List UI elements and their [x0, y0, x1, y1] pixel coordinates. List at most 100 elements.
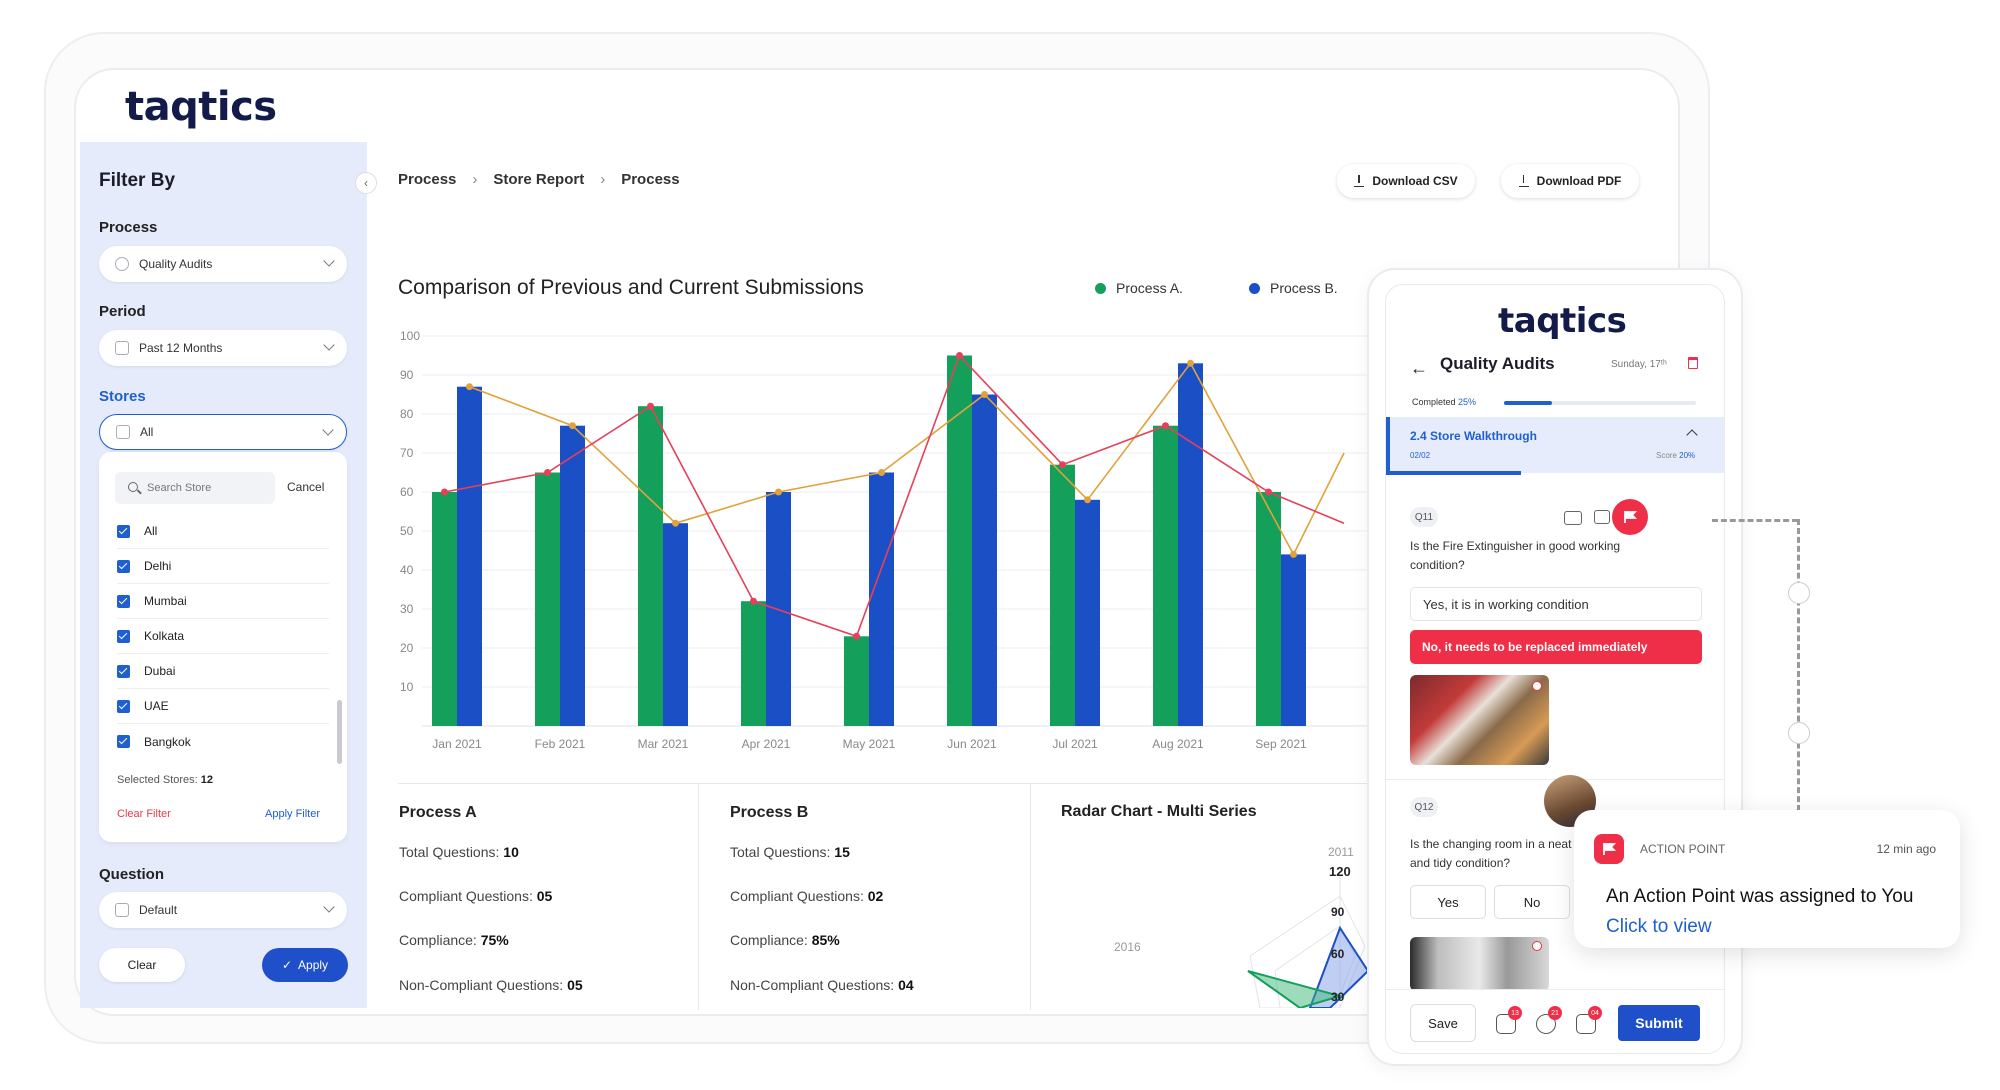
chevron-down-icon: [322, 424, 334, 436]
save-button[interactable]: Save: [1410, 1004, 1476, 1042]
back-arrow-icon[interactable]: ←: [1410, 358, 1428, 378]
click-to-view-link[interactable]: Click to view: [1606, 916, 1712, 937]
x-tick-label: May 2021: [843, 737, 896, 751]
checkbox-checked[interactable]: [117, 664, 130, 678]
bar-process-a: [1256, 492, 1281, 726]
store-option[interactable]: UAE: [117, 689, 329, 724]
line-point: [441, 488, 448, 496]
store-option-label: Dubai: [144, 664, 176, 678]
line-point: [672, 519, 679, 527]
no-button[interactable]: No: [1494, 885, 1570, 919]
flag-icon: [1624, 511, 1637, 523]
breadcrumb-item[interactable]: Store Report: [493, 171, 585, 188]
line-point: [1162, 422, 1169, 430]
line-point: [1059, 461, 1066, 469]
bar-process-a: [432, 492, 457, 726]
stores-select[interactable]: All: [99, 414, 347, 450]
section-accent: [1386, 417, 1390, 473]
legend-item-process-b: Process B.: [1249, 280, 1338, 296]
process-select[interactable]: Quality Audits: [99, 246, 347, 282]
y-tick-label: 60: [400, 485, 414, 499]
chevron-up-icon[interactable]: [1686, 429, 1698, 441]
submit-button[interactable]: Submit: [1618, 1005, 1700, 1041]
question-label: Question: [99, 866, 165, 883]
y-tick-label: 20: [400, 641, 414, 655]
download-csv-label: Download CSV: [1372, 174, 1458, 188]
section-header[interactable]: 2.4 Store Walkthrough 02/02 Score 20%: [1386, 417, 1724, 473]
download-csv-button[interactable]: Download CSV: [1337, 164, 1475, 198]
mobile-date: Sunday, 17ᵗʰ: [1611, 359, 1667, 370]
store-option[interactable]: Bangkok: [117, 724, 329, 759]
attached-photo[interactable]: [1410, 937, 1549, 991]
yes-button[interactable]: Yes: [1410, 885, 1486, 919]
section-title: 2.4 Store Walkthrough: [1410, 429, 1537, 443]
notification-label: ACTION POINT: [1640, 842, 1726, 856]
y-tick-label: 90: [400, 368, 414, 382]
comment-icon[interactable]: [1576, 1014, 1596, 1034]
line-point: [750, 597, 757, 605]
radar-series-blue: [1308, 925, 1370, 1008]
clear-filter-link[interactable]: Clear Filter: [117, 808, 171, 820]
collapse-sidebar-button[interactable]: ‹: [355, 172, 377, 194]
action-point-notification[interactable]: ACTION POINT 12 min ago An Action Point …: [1574, 810, 1960, 948]
bar-process-b: [869, 472, 894, 726]
store-option[interactable]: Delhi: [117, 549, 329, 584]
question-icon[interactable]: [1496, 1014, 1516, 1034]
line-point: [878, 469, 885, 476]
breadcrumb-item[interactable]: Process: [621, 171, 680, 188]
filter-title: Filter By: [99, 170, 176, 191]
comment-icon[interactable]: [1594, 510, 1610, 524]
checkbox-checked[interactable]: [117, 735, 130, 748]
store-option[interactable]: Dubai: [117, 654, 329, 689]
flag-action-button[interactable]: [1612, 499, 1648, 535]
store-option[interactable]: Kolkata: [117, 619, 329, 654]
chevron-right-icon: ›: [472, 171, 478, 188]
remove-photo-icon[interactable]: [1532, 941, 1542, 951]
process-b-title: Process B: [730, 804, 809, 821]
y-tick-label: 50: [400, 524, 414, 538]
store-option[interactable]: Mumbai: [117, 584, 329, 619]
x-tick-label: Jan 2021: [432, 737, 482, 751]
bar-process-b: [1075, 499, 1100, 726]
attachment-count-badge: 21: [1548, 1006, 1562, 1020]
answer-option[interactable]: Yes, it is in working condition: [1410, 587, 1702, 621]
radar-tick: 90: [1331, 905, 1345, 919]
answer-option-selected[interactable]: No, it needs to be replaced immediately: [1410, 630, 1702, 664]
camera-icon[interactable]: [1564, 511, 1582, 525]
attached-photo[interactable]: [1410, 675, 1549, 765]
radar-label: 2016: [1114, 940, 1141, 954]
checkbox-checked[interactable]: [117, 699, 130, 713]
apply-filter-link[interactable]: Apply Filter: [265, 808, 321, 820]
bar-process-a: [741, 601, 766, 726]
question-tag: Q12: [1410, 797, 1438, 817]
radar-chart: 2011 2016 120 90 60 30: [1114, 845, 1370, 1008]
apply-button[interactable]: ✓ Apply: [262, 948, 348, 982]
x-tick-label: Jul 2021: [1052, 737, 1098, 751]
breadcrumb-item[interactable]: Process: [398, 171, 457, 188]
stores-scrollbar[interactable]: [337, 700, 342, 764]
checkbox-checked[interactable]: [117, 559, 130, 573]
search-store-input[interactable]: Search Store: [115, 472, 275, 504]
remove-photo-icon[interactable]: [1532, 681, 1542, 691]
download-icon: [1354, 175, 1365, 187]
chevron-down-icon: [323, 339, 335, 351]
download-pdf-button[interactable]: Download PDF: [1501, 164, 1639, 198]
x-tick-label: Aug 2021: [1152, 737, 1204, 751]
cancel-search-button[interactable]: Cancel: [287, 480, 325, 494]
clear-button[interactable]: Clear: [99, 948, 185, 982]
checkbox-checked[interactable]: [117, 629, 130, 643]
section-progress-fill: [1386, 471, 1522, 475]
legend-swatch: [1095, 282, 1106, 294]
connector-line: [1712, 519, 1798, 522]
legend-swatch: [1249, 282, 1260, 294]
notification-text: An Action Point was assigned to You: [1606, 886, 1914, 907]
store-option[interactable]: All: [117, 514, 329, 549]
legend-item-process-a: Process A.: [1095, 280, 1183, 296]
checkbox-checked[interactable]: [117, 594, 130, 608]
notification-message: An Action Point was assigned to You Clic…: [1606, 882, 1946, 942]
question-select[interactable]: Default: [99, 892, 347, 928]
process-b-noncompliant: Non-Compliant Questions: 04: [730, 977, 914, 993]
period-select[interactable]: Past 12 Months: [99, 330, 347, 366]
checkbox-checked[interactable]: [117, 524, 130, 538]
delete-icon[interactable]: [1688, 357, 1698, 369]
